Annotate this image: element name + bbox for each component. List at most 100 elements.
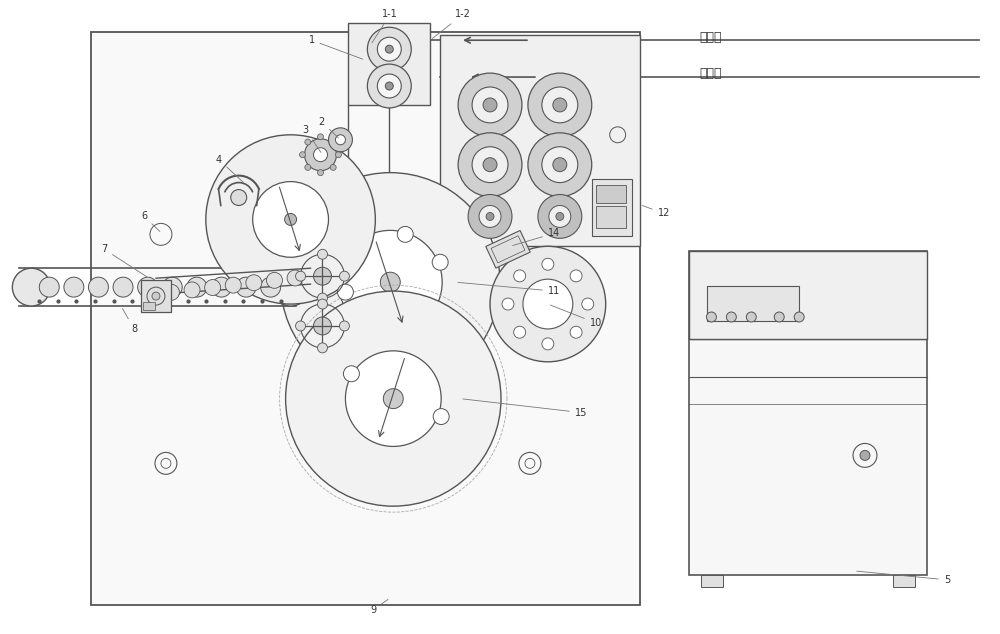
Circle shape xyxy=(542,87,578,123)
Bar xyxy=(701,575,723,587)
Text: 7: 7 xyxy=(101,244,147,276)
Circle shape xyxy=(318,134,323,139)
Text: 塑料袋: 塑料袋 xyxy=(699,67,722,80)
Bar xyxy=(91,32,640,605)
Circle shape xyxy=(163,284,179,301)
Circle shape xyxy=(556,212,564,221)
Text: 卫生纸: 卫生纸 xyxy=(699,30,722,44)
Text: 14: 14 xyxy=(513,228,560,245)
Circle shape xyxy=(305,139,311,145)
Circle shape xyxy=(385,45,393,53)
Circle shape xyxy=(206,135,375,304)
Circle shape xyxy=(281,172,500,392)
Bar xyxy=(141,280,171,312)
Circle shape xyxy=(345,351,441,446)
Circle shape xyxy=(261,277,281,297)
Circle shape xyxy=(367,64,411,108)
Circle shape xyxy=(490,247,606,362)
Circle shape xyxy=(12,268,50,306)
Text: 12: 12 xyxy=(642,205,670,219)
Circle shape xyxy=(266,273,282,288)
Circle shape xyxy=(330,139,336,145)
Circle shape xyxy=(433,408,449,425)
Circle shape xyxy=(380,272,400,292)
Circle shape xyxy=(397,226,413,242)
Circle shape xyxy=(285,214,297,226)
Circle shape xyxy=(296,321,306,331)
Circle shape xyxy=(582,298,594,310)
Circle shape xyxy=(383,389,403,408)
Bar xyxy=(689,251,927,575)
Circle shape xyxy=(328,128,352,152)
Circle shape xyxy=(726,312,736,322)
Circle shape xyxy=(570,327,582,338)
Bar xyxy=(596,184,626,202)
Circle shape xyxy=(528,133,592,197)
Circle shape xyxy=(287,270,303,286)
Polygon shape xyxy=(486,231,530,268)
Circle shape xyxy=(706,312,716,322)
Circle shape xyxy=(367,27,411,71)
Text: 1-2: 1-2 xyxy=(432,10,471,39)
Circle shape xyxy=(553,98,567,112)
Circle shape xyxy=(339,321,349,331)
Circle shape xyxy=(330,164,336,171)
Circle shape xyxy=(514,270,526,282)
Circle shape xyxy=(286,291,501,506)
Circle shape xyxy=(236,277,256,297)
Circle shape xyxy=(794,312,804,322)
Circle shape xyxy=(88,277,108,297)
Circle shape xyxy=(472,146,508,183)
Text: 6: 6 xyxy=(141,211,160,231)
Circle shape xyxy=(305,164,311,171)
Circle shape xyxy=(162,277,182,297)
Bar xyxy=(893,575,915,587)
Circle shape xyxy=(300,152,306,158)
Circle shape xyxy=(314,267,331,285)
Text: 9: 9 xyxy=(370,599,388,615)
Circle shape xyxy=(343,366,359,382)
Circle shape xyxy=(337,284,353,300)
Circle shape xyxy=(335,152,341,158)
Circle shape xyxy=(138,277,158,297)
Text: 15: 15 xyxy=(463,399,587,418)
Circle shape xyxy=(314,148,327,162)
Circle shape xyxy=(314,317,331,335)
Text: 4: 4 xyxy=(216,155,244,183)
Circle shape xyxy=(318,343,327,353)
Circle shape xyxy=(479,205,501,228)
Text: 1-1: 1-1 xyxy=(372,10,398,43)
Bar xyxy=(689,251,927,339)
Circle shape xyxy=(318,170,323,176)
Circle shape xyxy=(542,338,554,350)
Circle shape xyxy=(318,249,327,259)
Text: 3: 3 xyxy=(303,125,321,152)
Circle shape xyxy=(502,298,514,310)
Circle shape xyxy=(39,277,59,297)
Circle shape xyxy=(305,139,336,171)
Bar xyxy=(596,207,626,228)
Circle shape xyxy=(468,195,512,238)
Circle shape xyxy=(542,258,554,270)
Circle shape xyxy=(523,279,573,329)
Circle shape xyxy=(458,73,522,137)
Circle shape xyxy=(542,146,578,183)
Circle shape xyxy=(377,37,401,61)
Text: 11: 11 xyxy=(458,282,560,296)
Circle shape xyxy=(553,158,567,172)
Circle shape xyxy=(514,327,526,338)
Circle shape xyxy=(472,87,508,123)
Bar xyxy=(592,179,632,236)
Text: 1: 1 xyxy=(309,36,363,59)
Circle shape xyxy=(746,312,756,322)
Text: 8: 8 xyxy=(122,309,137,334)
Bar xyxy=(707,286,799,321)
Bar xyxy=(143,302,155,310)
Circle shape xyxy=(860,450,870,460)
Circle shape xyxy=(483,98,497,112)
Text: 5: 5 xyxy=(857,571,950,585)
Circle shape xyxy=(318,293,327,303)
Bar xyxy=(348,23,430,105)
Circle shape xyxy=(296,271,306,281)
Circle shape xyxy=(377,74,401,98)
